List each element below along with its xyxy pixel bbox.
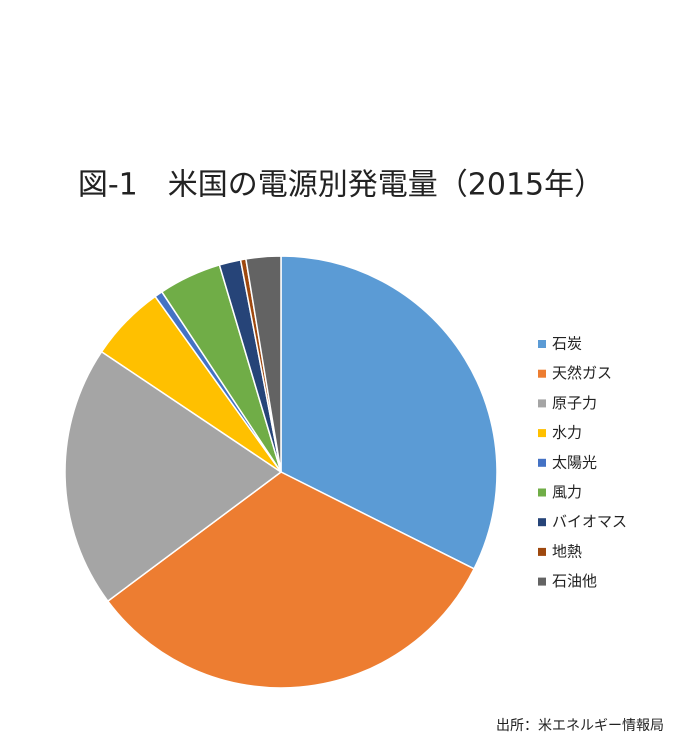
pie-slice	[64, 350, 283, 603]
legend-label: 水力	[552, 424, 582, 442]
legend-swatch	[538, 369, 546, 378]
legend-swatch	[538, 488, 546, 497]
source-note: 出所：米エネルギー情報局	[496, 718, 664, 734]
legend-label: 風力	[552, 483, 582, 501]
legend-label: 天然ガス	[552, 364, 612, 382]
pie-slice	[106, 471, 476, 689]
legend-swatch	[538, 340, 546, 348]
pie-slice	[280, 255, 498, 570]
legend-label: 地熱	[552, 542, 582, 560]
legend-swatch	[538, 518, 546, 527]
pie-slice	[245, 255, 282, 473]
legend-swatch	[538, 547, 546, 556]
legend-swatch	[538, 577, 546, 586]
legend-swatch	[538, 429, 546, 438]
chart-title: 図-1 米国の電源別発電量（2015年）	[78, 168, 604, 203]
legend-label: 石油他	[552, 572, 597, 590]
legend-label: バイオマス	[552, 513, 627, 531]
legend-label: 太陽光	[552, 453, 597, 471]
legend-label: 原子力	[552, 394, 597, 412]
legend-swatch	[538, 399, 546, 408]
legend-swatch	[538, 458, 546, 467]
legend-label: 石炭	[552, 335, 582, 353]
